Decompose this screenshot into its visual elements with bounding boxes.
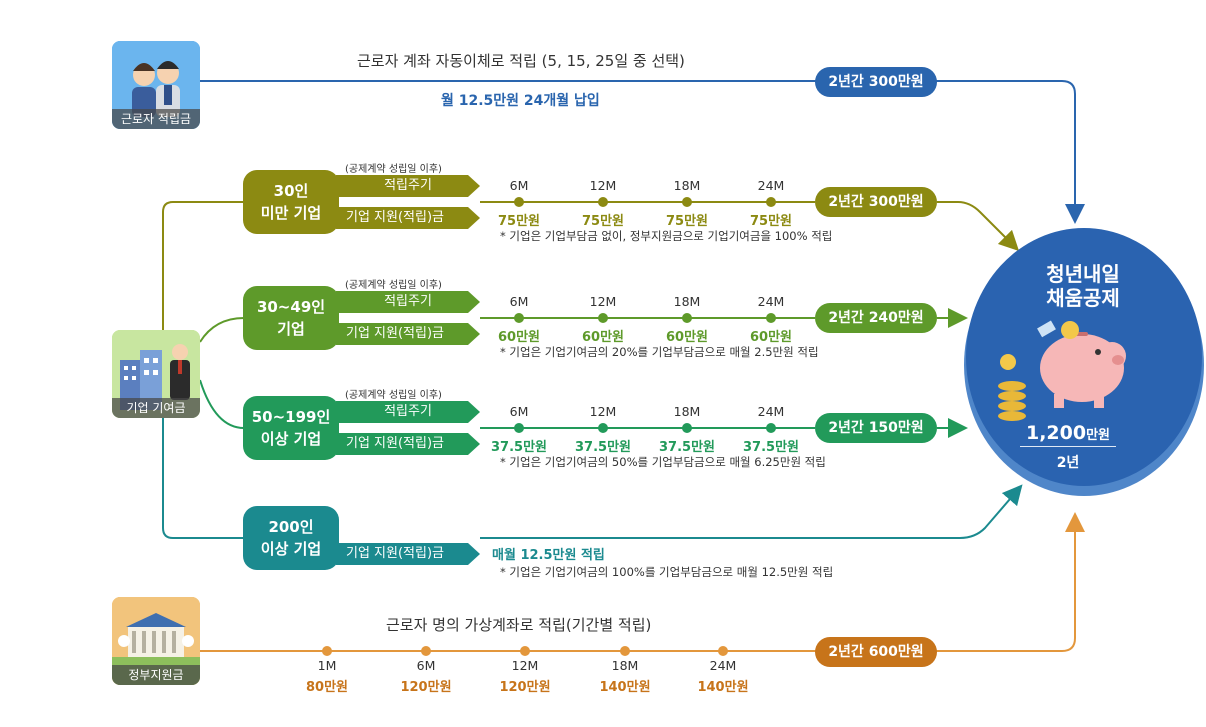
- tier-2-period-note: (공제계약 성립일 이후): [345, 280, 442, 291]
- tier-1-value-label: 75만원: [581, 214, 624, 229]
- tier-1-support-label: 기업 지원(적립)금: [336, 207, 480, 229]
- government-month-label: 6M: [416, 658, 436, 673]
- tier-2-name-box: 30~49인 기업: [243, 286, 339, 350]
- tier-3-name: 50~199인 이상 기업: [251, 408, 331, 448]
- government-value-label: 120만원: [400, 680, 452, 695]
- government-timeline-dot: [322, 646, 332, 656]
- product-amount: 1,200만원: [1020, 422, 1116, 447]
- tier-2-month-label: 18M: [673, 294, 701, 309]
- tier-2-month-label: 6M: [509, 294, 529, 309]
- tier-3-period-note: (공제계약 성립일 이후): [345, 390, 442, 401]
- government-value-label: 120만원: [499, 680, 551, 695]
- product-name: 청년내일 채움공제: [1028, 262, 1138, 310]
- worker-title: 근로자 계좌 자동이체로 적립 (5, 15, 25일 중 선택): [357, 52, 685, 70]
- tier-3-support-label: 기업 지원(적립)금: [336, 433, 480, 455]
- tier-3-month-label: 12M: [589, 404, 617, 419]
- tier-3-month-label: 6M: [509, 404, 529, 419]
- government-value-label: 80만원: [305, 680, 348, 695]
- tier-2-name: 30~49인 기업: [256, 298, 326, 338]
- tier-2-month-label: 12M: [589, 294, 617, 309]
- tier-3-month-label: 24M: [757, 404, 785, 419]
- worker-total-badge: 2년간 300만원: [815, 67, 937, 97]
- worker-icon-caption: 근로자 적립금: [112, 109, 200, 129]
- tier-3-note: * 기업은 기업기여금의 50%를 기업부담금으로 매월 6.25만원 적립: [500, 455, 826, 469]
- tier-1-value-label: 75만원: [665, 214, 708, 229]
- product-name-line2: 채움공제: [1046, 286, 1120, 310]
- tier-1-note: * 기업은 기업부담금 없이, 정부지원금으로 기업기여금을 100% 적립: [500, 229, 833, 243]
- tier-1-value-label: 75만원: [497, 214, 540, 229]
- tier-1-month-label: 18M: [673, 178, 701, 193]
- tier-2-value-label: 60만원: [581, 330, 624, 345]
- government-total-badge: 2년간 600만원: [815, 637, 937, 667]
- tier-1-month-label: 12M: [589, 178, 617, 193]
- tier-2-note: * 기업은 기업기여금의 20%를 기업부담금으로 매월 2.5만원 적립: [500, 345, 819, 359]
- tier-1-timeline-dot: [598, 197, 608, 207]
- tier-1-cycle-label: 적립주기: [336, 175, 480, 197]
- product-amount-unit: 만원: [1086, 428, 1111, 443]
- tier-2-timeline-dot: [514, 313, 524, 323]
- government-month-label: 18M: [611, 658, 639, 673]
- tier-3-value-label: 37.5만원: [575, 440, 631, 455]
- product-circle: [966, 228, 1202, 486]
- tier-2-support-label: 기업 지원(적립)금: [336, 323, 480, 345]
- tier-2-value-label: 60만원: [497, 330, 540, 345]
- product-period: 2년: [1056, 455, 1080, 471]
- government-timeline-dot: [421, 646, 431, 656]
- tier-3-value-label: 37.5만원: [659, 440, 715, 455]
- government-value-label: 140만원: [599, 680, 651, 695]
- tier-1-timeline-dot: [514, 197, 524, 207]
- tier-1-period-note: (공제계약 성립일 이후): [345, 164, 442, 175]
- government-icon-box: 정부지원금: [112, 597, 200, 685]
- product-amount-number: 1,200: [1025, 422, 1087, 444]
- government-month-label: 12M: [511, 658, 539, 673]
- government-icon-caption: 정부지원금: [112, 665, 200, 685]
- tier-1-total-badge: 2년간 300만원: [815, 187, 937, 217]
- tier-2-value-label: 60만원: [665, 330, 708, 345]
- government-value-label: 140만원: [697, 680, 749, 695]
- tier-4-name: 200인 이상 기업: [260, 518, 322, 558]
- tier-2-month-label: 24M: [757, 294, 785, 309]
- tier-3-name-box: 50~199인 이상 기업: [243, 396, 339, 460]
- tier-2-timeline-dot: [682, 313, 692, 323]
- piggy-bank-icon: [998, 320, 1126, 421]
- tier-4-note: * 기업은 기업기여금의 100%를 기업부담금으로 매월 12.5만원 적립: [500, 565, 834, 579]
- government-timeline-dot: [620, 646, 630, 656]
- tier-2-total-badge: 2년간 240만원: [815, 303, 937, 333]
- tier-1-value-label: 75만원: [749, 214, 792, 229]
- company-icon-caption: 기업 기여금: [112, 398, 200, 418]
- government-title: 근로자 명의 가상계좌로 적립(기간별 적립): [386, 616, 652, 634]
- tier-2-timeline-dot: [598, 313, 608, 323]
- government-timeline-dot: [520, 646, 530, 656]
- tier-2-cycle-label: 적립주기: [336, 291, 480, 313]
- worker-icon-box: 근로자 적립금: [112, 41, 200, 129]
- government-month-label: 24M: [709, 658, 737, 673]
- tier-4-support-label: 기업 지원(적립)금: [336, 543, 480, 565]
- tier-2-timeline-dot: [766, 313, 776, 323]
- tier-1-name: 30인 미만 기업: [260, 182, 322, 222]
- tier-4-monthly: 매월 12.5만원 적립: [492, 548, 605, 563]
- tier-1-month-label: 6M: [509, 178, 529, 193]
- worker-subtitle: 월 12.5만원 24개월 납입: [441, 93, 600, 109]
- tier-3-cycle-label: 적립주기: [336, 401, 480, 423]
- tier-1-timeline-dot: [766, 197, 776, 207]
- tier-3-value-label: 37.5만원: [491, 440, 547, 455]
- tier-3-timeline-dot: [682, 423, 692, 433]
- tier-3-timeline-dot: [514, 423, 524, 433]
- tier-3-timeline-dot: [766, 423, 776, 433]
- product-name-line1: 청년내일: [1046, 262, 1120, 286]
- tier-3-value-label: 37.5만원: [743, 440, 799, 455]
- government-month-label: 1M: [317, 658, 337, 673]
- tier-3-total-badge: 2년간 150만원: [815, 413, 937, 443]
- tier-3-month-label: 18M: [673, 404, 701, 419]
- government-timeline-dot: [718, 646, 728, 656]
- tier-1-name-box: 30인 미만 기업: [243, 170, 339, 234]
- company-icon-box: 기업 기여금: [112, 330, 200, 418]
- tier-1-timeline-dot: [682, 197, 692, 207]
- tier-3-timeline-dot: [598, 423, 608, 433]
- tier-1-month-label: 24M: [757, 178, 785, 193]
- tier-4-name-box: 200인 이상 기업: [243, 506, 339, 570]
- tier-2-value-label: 60만원: [749, 330, 792, 345]
